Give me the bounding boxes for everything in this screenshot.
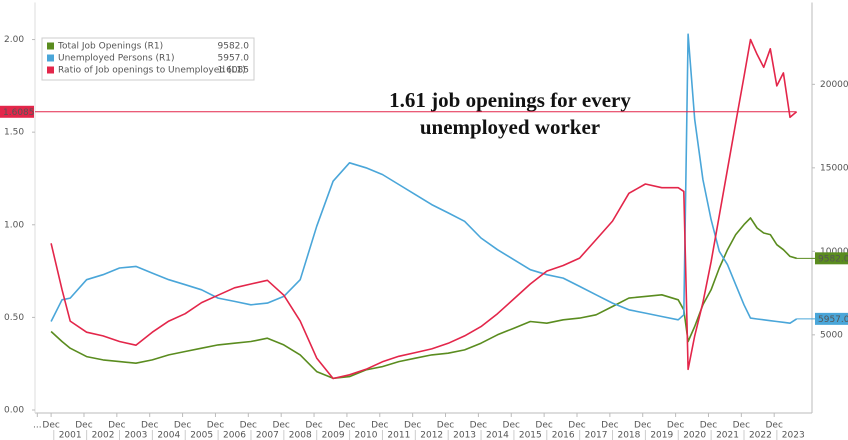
- x-tick-label: 2004: [157, 431, 180, 440]
- legend-label: Total Job Openings (R1): [57, 42, 163, 52]
- x-tick-label: 2014: [486, 431, 509, 440]
- x-tick-minor-label: Dec: [568, 421, 585, 431]
- x-tick-label: 2023: [782, 431, 805, 440]
- x-tick-minor-label: Dec: [42, 421, 59, 431]
- x-tick-minor-label: Dec: [503, 421, 520, 431]
- x-tick-label: 2006: [223, 431, 246, 440]
- x-tick-label: 2015: [519, 431, 542, 440]
- y-tick-label: 1.50: [4, 128, 24, 138]
- x-tick-label: 2021: [716, 431, 739, 440]
- legend-label: Ratio of Job openings to Unemployed (L1): [58, 66, 246, 76]
- x-tick-label: 2022: [749, 431, 772, 440]
- last-value-tag: [815, 252, 848, 265]
- x-tick-minor-label: ...: [33, 421, 42, 431]
- y-tick-label: 1.00: [4, 220, 24, 230]
- series-line: [50, 33, 798, 324]
- legend-label: Unemployed Persons (R1): [58, 54, 175, 64]
- x-tick-label: 2010: [355, 431, 378, 440]
- legend-swatch: [47, 54, 54, 62]
- x-tick-label: 2019: [650, 431, 673, 440]
- x-tick-minor-label: Dec: [75, 421, 92, 431]
- x-tick-minor-label: Dec: [141, 421, 158, 431]
- x-tick-minor-label: Dec: [601, 421, 618, 431]
- x-tick-label: 2002: [92, 431, 115, 440]
- x-tick-label: 2013: [453, 431, 476, 440]
- x-tick-minor-label: Dec: [207, 421, 224, 431]
- x-tick-minor-label: Dec: [437, 421, 454, 431]
- legend-value: 9582.0: [218, 42, 250, 52]
- last-value-tag: [815, 312, 848, 325]
- x-tick-label: 2007: [256, 431, 279, 440]
- last-value-label: 1.6085: [3, 108, 35, 118]
- x-tick-minor-label: Dec: [174, 421, 191, 431]
- x-tick-label: 2008: [289, 431, 312, 440]
- x-tick-label: 2016: [552, 431, 575, 440]
- last-value-label: 9582.0: [818, 254, 848, 264]
- x-tick-minor-label: Dec: [338, 421, 355, 431]
- x-tick-label: 2011: [387, 431, 410, 440]
- last-value-label: 5957.0: [818, 315, 848, 325]
- x-tick-minor-label: Dec: [470, 421, 487, 431]
- x-tick-minor-label: Dec: [305, 421, 322, 431]
- x-tick-label: 2012: [420, 431, 443, 440]
- y-tick-label: 2.00: [4, 35, 24, 45]
- x-tick-label: 2009: [322, 431, 345, 440]
- x-tick-minor-label: Dec: [240, 421, 257, 431]
- y2-tick-label: 15000: [820, 163, 848, 173]
- y-tick-label: 0.50: [4, 313, 24, 323]
- x-tick-label: 2018: [617, 431, 640, 440]
- x-tick-minor-label: Dec: [535, 421, 552, 431]
- series-line: [50, 217, 797, 380]
- x-tick-label: 2001: [59, 431, 82, 440]
- legend-swatch: [47, 42, 54, 50]
- x-tick-minor-label: Dec: [765, 421, 782, 431]
- annotation: 1.61 job openings for every: [389, 88, 631, 112]
- x-tick-minor-label: Dec: [371, 421, 388, 431]
- legend-box: [41, 37, 255, 81]
- series-line: [50, 38, 798, 380]
- legend-swatch: [47, 66, 54, 74]
- x-tick-label: 2005: [190, 431, 213, 440]
- x-tick-minor-label: Dec: [272, 421, 289, 431]
- annotation: unemployed worker: [420, 115, 600, 139]
- x-tick-minor-label: Dec: [733, 421, 750, 431]
- y2-tick-label: 20000: [820, 80, 848, 90]
- x-tick-label: 2020: [683, 431, 706, 440]
- x-tick-minor-label: Dec: [700, 421, 717, 431]
- x-tick-minor-label: Dec: [108, 421, 125, 431]
- x-tick-minor-label: Dec: [634, 421, 651, 431]
- y2-tick-label: 5000: [820, 330, 843, 340]
- y-tick-label: 0.00: [4, 406, 24, 416]
- x-tick-minor-label: Dec: [404, 421, 421, 431]
- x-tick-label: 2003: [124, 431, 147, 440]
- legend-value: 5957.0: [218, 54, 250, 64]
- x-tick-label: 2017: [585, 431, 608, 440]
- x-tick-minor-label: Dec: [667, 421, 684, 431]
- legend-value: 1.6085: [218, 66, 250, 76]
- y2-tick-label: 10000: [820, 247, 848, 257]
- last-value-tag: [0, 105, 34, 118]
